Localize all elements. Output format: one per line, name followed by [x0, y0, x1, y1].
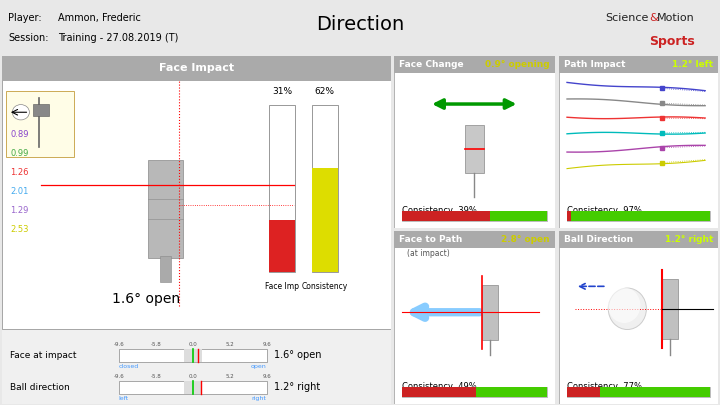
- Bar: [402, 387, 476, 397]
- Text: Motion: Motion: [657, 13, 695, 23]
- Text: 1.2° right: 1.2° right: [274, 382, 320, 392]
- Bar: [160, 256, 171, 282]
- Text: -5.8: -5.8: [150, 342, 161, 347]
- Bar: [662, 279, 678, 339]
- Bar: [394, 231, 555, 248]
- Text: 9.6: 9.6: [262, 374, 271, 379]
- Text: Face to Path: Face to Path: [399, 235, 462, 244]
- Text: Consistency  97%: Consistency 97%: [567, 206, 642, 215]
- Text: Training - 27.08.2019 (T): Training - 27.08.2019 (T): [58, 33, 179, 43]
- Text: &: &: [649, 13, 658, 23]
- Bar: [490, 211, 546, 221]
- Text: 9.6: 9.6: [262, 342, 271, 347]
- Bar: [312, 168, 338, 272]
- Bar: [482, 285, 498, 340]
- Text: (at impact): (at impact): [407, 249, 449, 258]
- Text: 2.8° open: 2.8° open: [501, 235, 550, 244]
- Bar: [312, 104, 338, 272]
- Bar: [402, 211, 546, 221]
- Bar: [184, 349, 202, 362]
- Text: 2.01: 2.01: [11, 187, 29, 196]
- Text: 1.6° open: 1.6° open: [112, 292, 180, 307]
- Text: Sports: Sports: [649, 35, 695, 48]
- Text: Consistency  77%: Consistency 77%: [567, 382, 642, 391]
- Text: 0.99: 0.99: [11, 149, 29, 158]
- Text: Ammon, Frederic: Ammon, Frederic: [58, 13, 141, 23]
- Bar: [6, 92, 74, 158]
- Text: Science: Science: [605, 13, 649, 23]
- Bar: [567, 211, 571, 221]
- Text: 5.2: 5.2: [225, 374, 234, 379]
- Text: Face Imp: Face Imp: [265, 282, 299, 291]
- Bar: [148, 160, 183, 258]
- Bar: [269, 220, 294, 272]
- Text: 1.6° open: 1.6° open: [274, 350, 322, 360]
- Text: -9.6: -9.6: [114, 374, 124, 379]
- Bar: [567, 211, 710, 221]
- Bar: [600, 387, 710, 397]
- Text: closed: closed: [119, 364, 139, 369]
- Bar: [402, 211, 490, 221]
- Text: 31%: 31%: [272, 87, 292, 96]
- Bar: [119, 381, 266, 394]
- Bar: [33, 104, 49, 116]
- Text: -9.6: -9.6: [114, 342, 124, 347]
- Text: Player:: Player:: [8, 13, 42, 23]
- Text: Direction: Direction: [316, 15, 404, 34]
- Text: Ball direction: Ball direction: [10, 383, 70, 392]
- Circle shape: [608, 288, 640, 323]
- Bar: [567, 387, 710, 397]
- Circle shape: [12, 104, 30, 120]
- Text: 0.0: 0.0: [189, 342, 197, 347]
- Text: 62%: 62%: [315, 87, 335, 96]
- Text: Consistency  39%: Consistency 39%: [402, 206, 477, 215]
- Circle shape: [608, 288, 647, 330]
- Text: Path Impact: Path Impact: [564, 60, 626, 69]
- Bar: [559, 56, 718, 73]
- Text: Face at impact: Face at impact: [10, 351, 76, 360]
- Text: open: open: [251, 364, 266, 369]
- Text: Face Impact: Face Impact: [159, 64, 234, 73]
- Bar: [402, 387, 546, 397]
- Text: Ball Direction: Ball Direction: [564, 235, 633, 244]
- Text: 0.9° opening: 0.9° opening: [485, 60, 550, 69]
- Bar: [567, 387, 600, 397]
- Bar: [394, 56, 555, 73]
- Text: 1.29: 1.29: [11, 206, 29, 215]
- Text: 1.26: 1.26: [10, 168, 29, 177]
- Text: right: right: [252, 396, 266, 401]
- Text: left: left: [119, 396, 129, 401]
- Text: 0.0: 0.0: [189, 374, 197, 379]
- Text: 1.2° left: 1.2° left: [672, 60, 713, 69]
- Text: Face Change: Face Change: [399, 60, 463, 69]
- Text: Consistency  49%: Consistency 49%: [402, 382, 477, 391]
- Text: 2.53: 2.53: [10, 225, 29, 234]
- Bar: [119, 349, 266, 362]
- Text: 0.89: 0.89: [10, 130, 29, 139]
- Text: 1.2° right: 1.2° right: [665, 235, 713, 244]
- Bar: [2, 329, 391, 404]
- Bar: [2, 56, 391, 81]
- Bar: [464, 125, 484, 173]
- Text: 5.2: 5.2: [225, 342, 234, 347]
- Bar: [559, 231, 718, 248]
- Text: -5.8: -5.8: [150, 374, 161, 379]
- Bar: [571, 211, 710, 221]
- Text: Session:: Session:: [8, 33, 48, 43]
- Bar: [476, 387, 546, 397]
- Text: Consistency: Consistency: [302, 282, 348, 291]
- Bar: [269, 104, 294, 272]
- Bar: [184, 381, 202, 394]
